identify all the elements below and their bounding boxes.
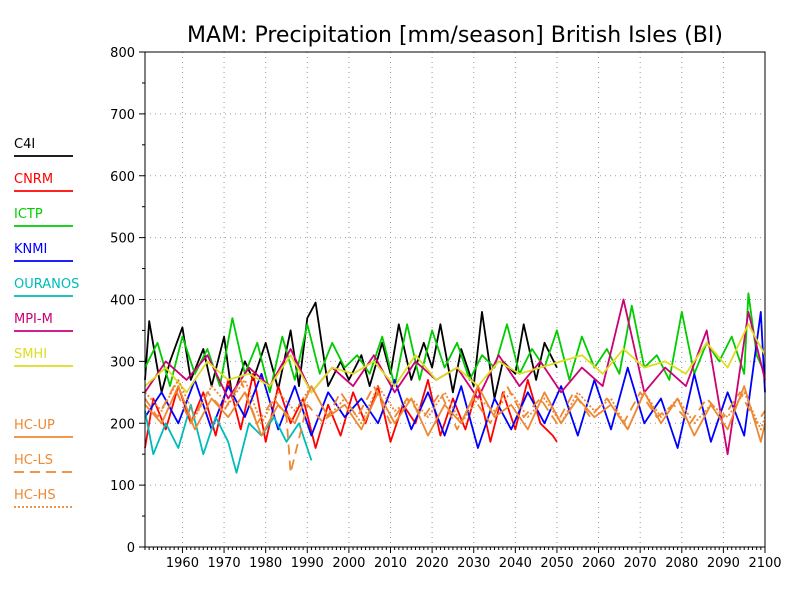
y-tick-label: 700 [110,108,135,123]
x-tick-label: 2010 [374,556,407,571]
legend-label-smhi: SMHI [14,347,47,362]
series-line-cnrm [144,372,558,449]
x-tick-label: 2040 [499,556,532,571]
x-tick-label: 2070 [624,556,657,571]
legend-label-hc-ls: HC-LS [14,453,53,468]
legend-label-ouranos: OURANOS [14,277,79,292]
legend-label-knmi: KNMI [14,242,47,257]
x-tick-label: 2080 [665,556,698,571]
series-line-smhi [144,323,766,394]
y-tick-label: 600 [110,170,135,185]
chart-title: MAM: Precipitation [mm/season] British I… [187,23,723,48]
legend-label-ictp: ICTP [14,207,43,222]
x-tick-label: 2000 [332,556,365,571]
series-line-hc-ls [144,378,766,474]
series-line-ouranos [144,403,313,474]
grid [145,52,765,547]
y-tick-label: 0 [127,541,135,556]
series-lines [144,292,766,474]
y-tick-label: 500 [110,232,135,247]
y-tick-label: 800 [110,46,135,61]
x-tick-label: 2020 [416,556,449,571]
x-tick-label: 2050 [540,556,573,571]
series-line-c4i [144,301,558,400]
y-tick-label: 100 [110,479,135,494]
y-tick-label: 200 [110,417,135,432]
x-tick-label: 1980 [249,556,282,571]
legend: C4I CNRM ICTP KNMI OURANOS MPI-M SMHI HC-UP HC-L… [14,137,79,508]
legend-label-mpi-m: MPI-M [14,312,53,327]
legend-label-hc-hs: HC-HS [14,488,56,503]
x-tick-label: 2060 [582,556,615,571]
y-tick-label: 400 [110,294,135,309]
legend-label-c4i: C4I [14,137,35,152]
axes: 1960 1970 1980 1990 2000 2010 2020 2030 2040 2050… [110,46,781,571]
x-tick-label: 1970 [208,556,241,571]
legend-label-cnrm: CNRM [14,172,53,187]
series-line-ictp [144,292,766,394]
x-tick-label: 2090 [707,556,740,571]
x-tick-label: 2030 [457,556,490,571]
legend-label-hc-up: HC-UP [14,418,55,433]
series-line-knmi [144,310,766,449]
x-tick-label: 1990 [291,556,324,571]
x-tick-label: 2100 [748,556,781,571]
x-tick-label: 1960 [166,556,199,571]
y-tick-label: 300 [110,355,135,370]
